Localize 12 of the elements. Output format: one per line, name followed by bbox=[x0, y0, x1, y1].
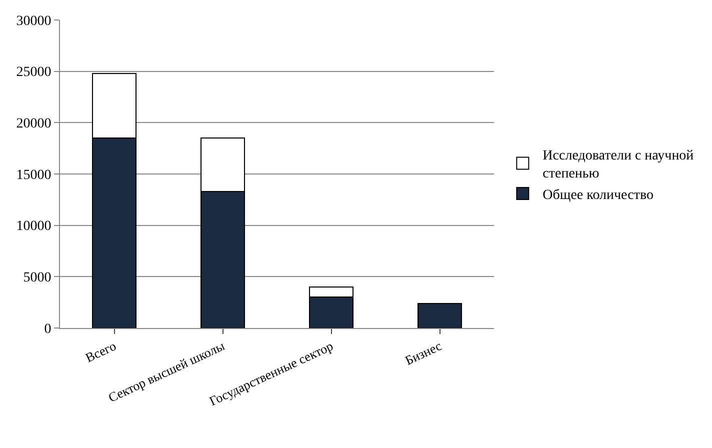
y-tick-label: 25000 bbox=[16, 65, 52, 80]
y-tick-label: 20000 bbox=[16, 116, 52, 132]
y-tick-label: 10000 bbox=[16, 219, 52, 234]
y-tick-label: 15000 bbox=[16, 168, 52, 183]
y-tick-label: 30000 bbox=[16, 14, 52, 29]
y-tick-label: 0 bbox=[44, 322, 52, 337]
x-tick-label: Всего bbox=[83, 338, 118, 366]
legend-label: Исследователи с научной степенью bbox=[542, 148, 694, 182]
x-tick-label: Бизнес bbox=[402, 338, 444, 368]
y-tick-label: 5000 bbox=[23, 270, 52, 286]
legend-label: Общее количество bbox=[542, 188, 654, 203]
bar bbox=[418, 302, 462, 328]
